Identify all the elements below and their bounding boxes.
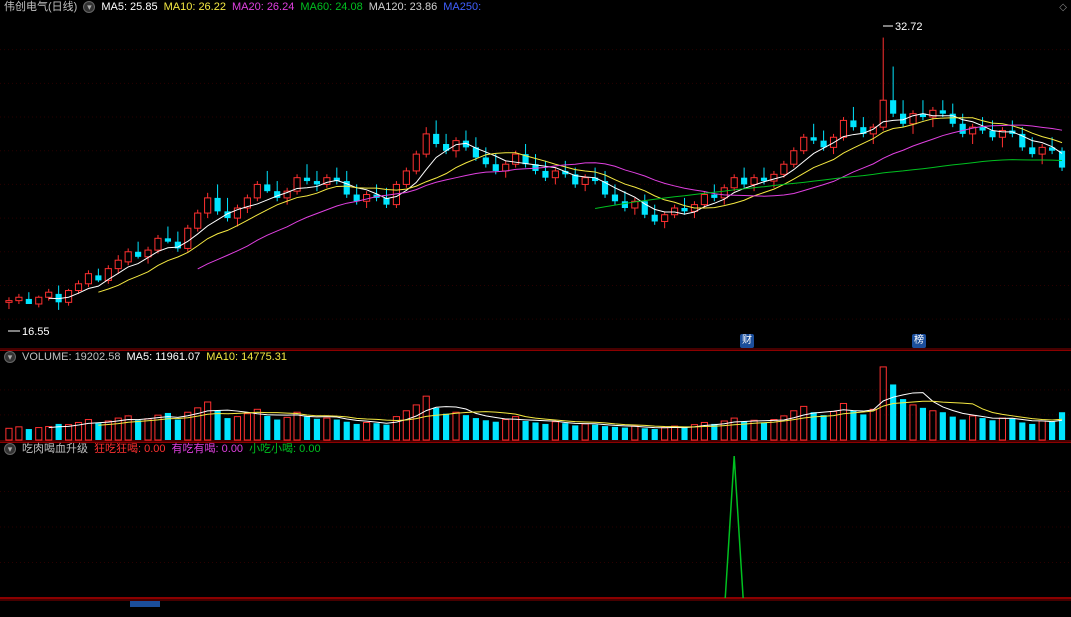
- marker: 榜: [912, 334, 926, 348]
- ma-label-ma250: MA250:: [443, 0, 481, 14]
- ma-label-ma60: MA60: 24.08: [300, 0, 362, 14]
- corner-icon: ◇: [1059, 2, 1067, 13]
- toggle-icon[interactable]: ▾: [4, 351, 16, 363]
- ind-label: 狂吃狂喝: 0.00: [94, 442, 166, 456]
- indicator-panel[interactable]: ▾ 吃肉喝血升级 狂吃狂喝: 0.00 有吃有喝: 0.00 小吃小喝: 0.00: [0, 442, 1071, 608]
- price-panel[interactable]: 32.72 16.55 伟创电气(日线) ▾ MA5: 25.85 MA10: 26.22…: [0, 0, 1071, 350]
- vol-label: MA10: 14775.31: [206, 350, 287, 364]
- indicator-header: ▾ 吃肉喝血升级 狂吃狂喝: 0.00 有吃有喝: 0.00 小吃小喝: 0.00: [4, 442, 321, 456]
- ind-label: 有吃有喝: 0.00: [172, 442, 244, 456]
- toggle-icon[interactable]: ▾: [83, 1, 95, 13]
- svg-text:32.72: 32.72: [895, 21, 923, 33]
- ind-label: 小吃小喝: 0.00: [249, 442, 321, 456]
- toggle-icon[interactable]: ▾: [4, 443, 16, 455]
- ma-label-ma20: MA20: 26.24: [232, 0, 294, 14]
- vol-label: VOLUME: 19202.58: [22, 350, 120, 364]
- marker: 财: [740, 334, 754, 348]
- ma-label-ma10: MA10: 26.22: [164, 0, 226, 14]
- ma-label-ma5: MA5: 25.85: [101, 0, 157, 14]
- price-header: 伟创电气(日线) ▾ MA5: 25.85 MA10: 26.22 MA20: 26.2…: [4, 0, 481, 14]
- volume-header: ▾ VOLUME: 19202.58 MA5: 11961.07 MA10: 14…: [4, 350, 287, 364]
- ma-label-ma120: MA120: 23.86: [369, 0, 438, 14]
- vol-label: MA5: 11961.07: [126, 350, 200, 364]
- svg-text:16.55: 16.55: [22, 326, 50, 338]
- volume-panel[interactable]: ▾ VOLUME: 19202.58 MA5: 11961.07 MA10: 14…: [0, 350, 1071, 442]
- indicator-title: 吃肉喝血升级: [22, 442, 88, 456]
- chart-title: 伟创电气(日线): [4, 0, 77, 14]
